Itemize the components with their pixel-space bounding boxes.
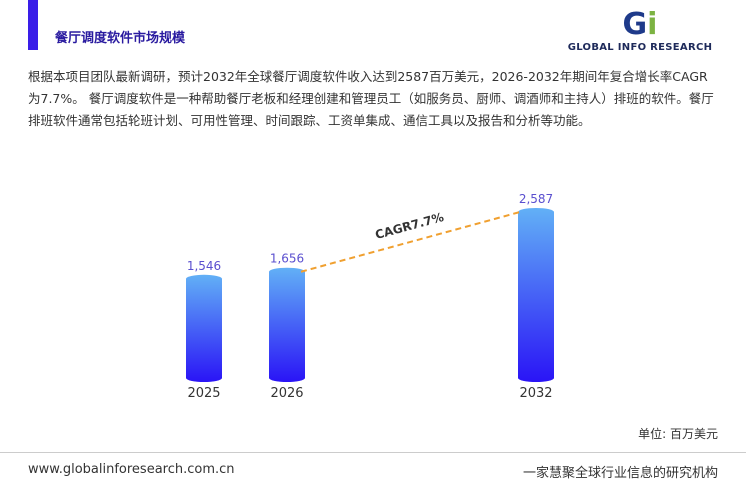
title: 餐厅调度软件市场规模 [55, 31, 186, 46]
logo-mark: Gi [622, 7, 658, 42]
description: 根据本项目团队最新调研，预计2032年全球餐厅调度软件收入达到2587百万美元，… [28, 69, 714, 128]
chart: 1,546 2025 1,656 2026 2,587 2032 CAGR7.7% [186, 192, 554, 401]
footer-line [0, 452, 746, 453]
logo-text: GLOBAL INFO RESEARCH [567, 42, 713, 53]
value-label: 2,587 [519, 192, 553, 206]
cagr-label: CAGR7.7% [374, 210, 446, 242]
website: www.globalinforesearch.com.cn [28, 462, 235, 477]
x-tick-label: 2026 [270, 386, 303, 401]
bar [186, 274, 222, 382]
cagr-line [300, 211, 521, 273]
x-tick-label: 2025 [187, 386, 220, 401]
value-label: 1,656 [270, 252, 304, 266]
logo: Gi GLOBAL INFO RESEARCH [560, 7, 720, 54]
bar [269, 267, 305, 382]
unit-label: 单位: 百万美元 [638, 427, 718, 441]
value-label: 1,546 [187, 259, 221, 273]
x-tick-label: 2032 [519, 386, 552, 401]
accent-bar [28, 0, 38, 50]
tagline: 一家慧聚全球行业信息的研究机构 [522, 466, 718, 481]
bar [518, 208, 554, 382]
